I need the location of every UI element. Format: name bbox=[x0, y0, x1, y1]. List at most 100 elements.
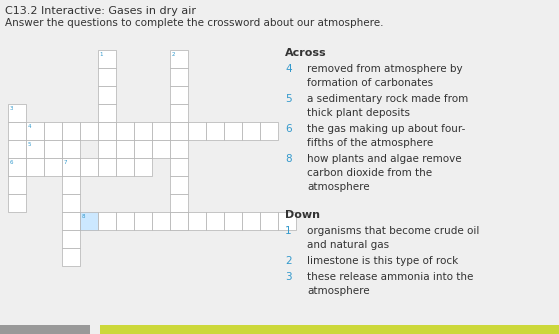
Bar bbox=[152, 212, 170, 230]
Bar bbox=[134, 158, 152, 176]
Bar bbox=[170, 212, 188, 230]
Bar bbox=[0, 325, 90, 334]
Text: 3: 3 bbox=[10, 106, 13, 111]
Bar bbox=[62, 212, 80, 230]
Bar bbox=[98, 158, 116, 176]
Text: Answer the questions to complete the crossword about our atmosphere.: Answer the questions to complete the cro… bbox=[5, 18, 383, 28]
Bar bbox=[188, 212, 206, 230]
Text: fifths of the atmosphere: fifths of the atmosphere bbox=[307, 138, 433, 148]
Bar bbox=[278, 212, 296, 230]
Text: 5: 5 bbox=[27, 142, 31, 147]
Bar bbox=[98, 212, 116, 230]
Bar bbox=[170, 158, 188, 176]
Text: 4: 4 bbox=[285, 64, 292, 74]
Bar bbox=[170, 86, 188, 104]
Bar bbox=[242, 122, 260, 140]
Bar bbox=[116, 212, 134, 230]
Text: organisms that become crude oil: organisms that become crude oil bbox=[307, 226, 480, 236]
Bar bbox=[260, 122, 278, 140]
Bar bbox=[8, 158, 26, 176]
Bar bbox=[98, 104, 116, 122]
Bar bbox=[134, 212, 152, 230]
Text: Across: Across bbox=[285, 48, 326, 58]
Text: 3: 3 bbox=[285, 272, 292, 282]
Bar bbox=[170, 140, 188, 158]
Bar bbox=[260, 212, 278, 230]
Bar bbox=[116, 140, 134, 158]
Bar bbox=[134, 122, 152, 140]
Bar bbox=[62, 158, 80, 176]
Bar bbox=[100, 325, 559, 334]
Text: 6: 6 bbox=[285, 124, 292, 134]
Text: carbon dioxide from the: carbon dioxide from the bbox=[307, 168, 432, 178]
Text: formation of carbonates: formation of carbonates bbox=[307, 78, 433, 88]
Text: atmosphere: atmosphere bbox=[307, 182, 369, 192]
Text: 2: 2 bbox=[285, 256, 292, 266]
Text: atmosphere: atmosphere bbox=[307, 286, 369, 296]
Bar bbox=[8, 176, 26, 194]
Bar bbox=[170, 122, 188, 140]
Bar bbox=[170, 212, 188, 230]
Bar bbox=[98, 50, 116, 68]
Bar bbox=[62, 176, 80, 194]
Bar bbox=[98, 86, 116, 104]
Text: the gas making up about four-: the gas making up about four- bbox=[307, 124, 466, 134]
Text: 6: 6 bbox=[10, 160, 13, 165]
Bar bbox=[44, 122, 62, 140]
Bar bbox=[8, 158, 26, 176]
Text: 1: 1 bbox=[285, 226, 292, 236]
Bar bbox=[170, 176, 188, 194]
Bar bbox=[170, 68, 188, 86]
Text: 5: 5 bbox=[285, 94, 292, 104]
Text: C13.2 Interactive: Gases in dry air: C13.2 Interactive: Gases in dry air bbox=[5, 6, 196, 16]
Bar bbox=[62, 140, 80, 158]
Text: 4: 4 bbox=[27, 124, 31, 129]
Bar bbox=[80, 122, 98, 140]
Text: 2: 2 bbox=[172, 52, 175, 57]
Text: thick plant deposits: thick plant deposits bbox=[307, 108, 410, 118]
Text: how plants and algae remove: how plants and algae remove bbox=[307, 154, 462, 164]
Bar bbox=[8, 194, 26, 212]
Text: limestone is this type of rock: limestone is this type of rock bbox=[307, 256, 458, 266]
Bar bbox=[26, 158, 44, 176]
Bar bbox=[170, 50, 188, 68]
Bar bbox=[62, 230, 80, 248]
Bar bbox=[242, 212, 260, 230]
Text: removed from atmosphere by: removed from atmosphere by bbox=[307, 64, 463, 74]
Bar bbox=[8, 140, 26, 158]
Bar bbox=[188, 122, 206, 140]
Bar bbox=[206, 212, 224, 230]
Bar bbox=[152, 122, 170, 140]
Text: 8: 8 bbox=[285, 154, 292, 164]
Text: a sedimentary rock made from: a sedimentary rock made from bbox=[307, 94, 468, 104]
Bar bbox=[134, 140, 152, 158]
Bar bbox=[80, 212, 98, 230]
Bar bbox=[44, 140, 62, 158]
Bar bbox=[44, 158, 62, 176]
Bar bbox=[26, 122, 44, 140]
Bar bbox=[26, 140, 44, 158]
Bar bbox=[206, 122, 224, 140]
Bar bbox=[8, 122, 26, 140]
Bar bbox=[8, 104, 26, 122]
Bar bbox=[62, 122, 80, 140]
Text: 7: 7 bbox=[64, 160, 67, 165]
Bar bbox=[62, 248, 80, 266]
Bar bbox=[80, 158, 98, 176]
Text: and natural gas: and natural gas bbox=[307, 240, 389, 250]
Bar bbox=[98, 68, 116, 86]
Bar bbox=[170, 194, 188, 212]
Bar bbox=[98, 122, 116, 140]
Text: 8: 8 bbox=[82, 214, 85, 219]
Bar bbox=[170, 104, 188, 122]
Bar bbox=[62, 194, 80, 212]
Bar bbox=[224, 212, 242, 230]
Bar bbox=[116, 158, 134, 176]
Text: these release ammonia into the: these release ammonia into the bbox=[307, 272, 473, 282]
Text: 1: 1 bbox=[100, 52, 103, 57]
Bar bbox=[152, 140, 170, 158]
Bar bbox=[224, 122, 242, 140]
Text: Down: Down bbox=[285, 210, 320, 220]
Bar bbox=[116, 122, 134, 140]
Bar bbox=[98, 140, 116, 158]
